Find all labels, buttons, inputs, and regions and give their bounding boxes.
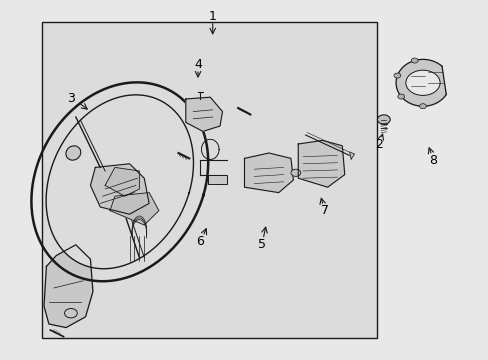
Circle shape bbox=[419, 104, 426, 109]
Polygon shape bbox=[90, 164, 149, 214]
Polygon shape bbox=[395, 59, 446, 106]
Polygon shape bbox=[44, 245, 93, 328]
Circle shape bbox=[393, 73, 400, 78]
Polygon shape bbox=[105, 167, 139, 196]
Text: 1: 1 bbox=[208, 10, 216, 23]
Text: 2: 2 bbox=[374, 138, 382, 150]
Polygon shape bbox=[110, 193, 159, 225]
Text: 5: 5 bbox=[257, 238, 265, 251]
Text: 4: 4 bbox=[194, 58, 202, 71]
Text: 6: 6 bbox=[196, 235, 204, 248]
Text: 7: 7 bbox=[321, 204, 328, 217]
Ellipse shape bbox=[66, 146, 81, 160]
Text: 3: 3 bbox=[67, 93, 75, 105]
Text: 8: 8 bbox=[428, 154, 436, 167]
Circle shape bbox=[377, 115, 389, 124]
Polygon shape bbox=[244, 153, 293, 193]
Polygon shape bbox=[349, 152, 354, 159]
Polygon shape bbox=[298, 140, 344, 187]
Polygon shape bbox=[46, 95, 193, 269]
Circle shape bbox=[397, 94, 404, 99]
Bar bbox=[41, 22, 376, 338]
Circle shape bbox=[290, 169, 300, 176]
Circle shape bbox=[405, 70, 439, 95]
Circle shape bbox=[410, 58, 417, 63]
Bar bbox=[207, 175, 227, 184]
Polygon shape bbox=[185, 97, 222, 131]
